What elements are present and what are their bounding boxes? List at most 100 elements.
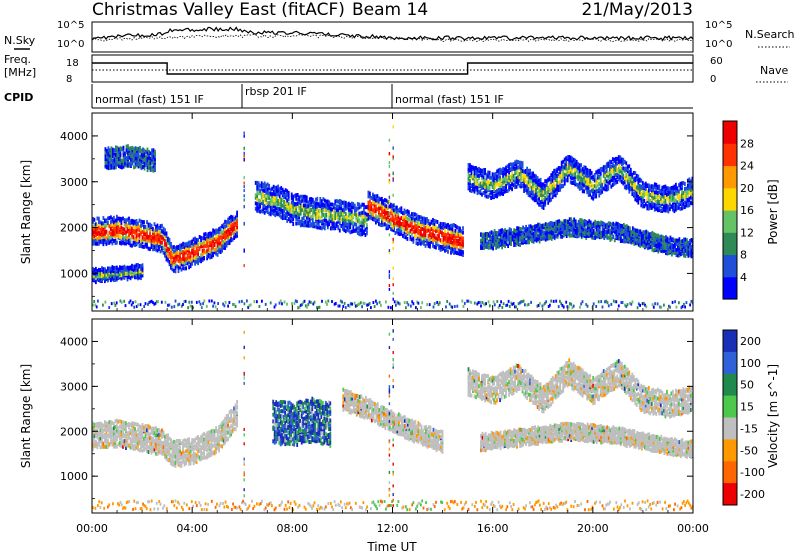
power-cell bbox=[173, 255, 175, 260]
power-cell bbox=[185, 246, 187, 251]
power-cell bbox=[123, 218, 126, 222]
power-cell bbox=[459, 248, 461, 253]
power-cell bbox=[290, 207, 293, 211]
power-cell bbox=[633, 227, 636, 232]
power-cell bbox=[179, 247, 181, 252]
power-cell bbox=[652, 184, 655, 189]
power-cell bbox=[644, 183, 647, 188]
power-cell bbox=[555, 225, 558, 230]
power-cell bbox=[559, 170, 562, 175]
power-cell bbox=[369, 204, 371, 209]
power-cell bbox=[167, 236, 169, 241]
power-cell bbox=[131, 145, 134, 150]
power-cell bbox=[629, 170, 632, 175]
power-cell bbox=[550, 190, 553, 195]
power-cell bbox=[651, 230, 654, 235]
power-cell bbox=[616, 161, 619, 166]
power-cell bbox=[496, 244, 499, 249]
power-cell bbox=[102, 238, 105, 243]
power-cell bbox=[289, 219, 292, 224]
power-cell bbox=[370, 195, 373, 200]
power-cell bbox=[612, 234, 615, 239]
power-cell bbox=[552, 234, 555, 239]
power-cell bbox=[427, 237, 430, 241]
power-cell bbox=[361, 224, 364, 229]
power-cell bbox=[513, 230, 515, 235]
power-cell bbox=[254, 193, 257, 198]
power-cell bbox=[660, 237, 663, 242]
power-cell bbox=[167, 303, 169, 307]
power-cell bbox=[655, 190, 658, 195]
power-cell bbox=[640, 234, 643, 239]
power-cell bbox=[96, 223, 99, 228]
power-cell bbox=[313, 224, 316, 229]
power-cell bbox=[216, 237, 219, 242]
power-cell bbox=[112, 158, 114, 163]
power-cell bbox=[649, 205, 652, 210]
power-cell bbox=[630, 232, 633, 237]
power-cell bbox=[116, 229, 118, 234]
power-cell bbox=[553, 183, 556, 188]
power-cell bbox=[508, 240, 511, 244]
power-cell bbox=[308, 200, 311, 205]
power-cell bbox=[122, 231, 124, 236]
power-cell bbox=[559, 166, 562, 171]
power-cell bbox=[112, 147, 114, 152]
power-cell bbox=[533, 198, 536, 203]
power-cell bbox=[165, 251, 168, 256]
power-cell bbox=[485, 194, 488, 199]
power-cell bbox=[525, 240, 527, 245]
power-cell bbox=[110, 150, 113, 155]
power-cell bbox=[332, 205, 335, 210]
power-cell bbox=[568, 172, 571, 177]
power-cell bbox=[606, 226, 609, 231]
power-cell bbox=[144, 228, 147, 233]
power-cell bbox=[382, 208, 385, 213]
power-cell bbox=[114, 218, 117, 223]
power-cell bbox=[375, 216, 377, 220]
power-cell bbox=[409, 223, 412, 228]
power-cell bbox=[313, 300, 316, 304]
power-cell bbox=[442, 243, 445, 248]
power-cell bbox=[420, 306, 422, 310]
power-cell bbox=[626, 181, 629, 186]
power-cell bbox=[650, 200, 653, 205]
power-cell bbox=[442, 225, 445, 230]
power-cell bbox=[559, 226, 562, 231]
power-cell bbox=[658, 247, 661, 252]
power-cell bbox=[152, 235, 154, 240]
power-cell bbox=[133, 153, 135, 158]
power-cell bbox=[119, 148, 122, 153]
power-cell bbox=[119, 240, 121, 245]
power-cell bbox=[125, 144, 128, 149]
power-cell bbox=[450, 304, 452, 308]
power-cell bbox=[290, 204, 293, 209]
power-cell bbox=[607, 186, 610, 191]
power-cell bbox=[110, 220, 112, 225]
power-cell bbox=[376, 215, 379, 220]
power-cell bbox=[353, 206, 356, 211]
power-cell bbox=[228, 241, 231, 245]
power-cell bbox=[412, 236, 415, 241]
power-cell bbox=[470, 300, 472, 304]
power-cell bbox=[110, 222, 112, 227]
power-cell bbox=[308, 209, 311, 214]
freq-label-2: [MHz] bbox=[4, 66, 36, 79]
power-cell bbox=[215, 247, 217, 252]
power-cell bbox=[528, 228, 530, 233]
power-cell bbox=[683, 240, 685, 245]
power-cell bbox=[418, 215, 421, 220]
power-cell bbox=[408, 210, 410, 215]
power-cell bbox=[447, 225, 449, 230]
power-cell bbox=[631, 226, 634, 231]
power-cell bbox=[151, 152, 153, 156]
power-cell bbox=[613, 227, 616, 232]
power-cell bbox=[227, 304, 229, 308]
power-cell bbox=[678, 240, 681, 245]
power-cell bbox=[135, 272, 138, 277]
power-cell bbox=[442, 246, 445, 251]
power-cell bbox=[393, 228, 395, 233]
power-cell bbox=[561, 229, 564, 234]
power-cell bbox=[529, 182, 531, 187]
